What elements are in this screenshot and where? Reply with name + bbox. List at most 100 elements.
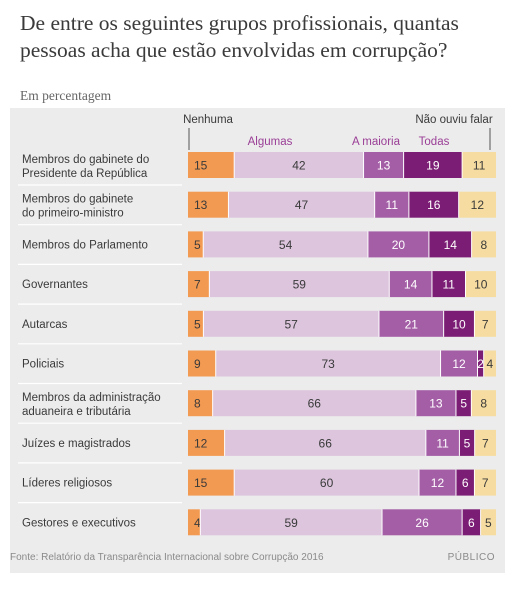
- bar-segment-a-maioria: [440, 350, 478, 377]
- data-label-algumas: 60: [320, 476, 334, 490]
- data-label-todas: 6: [468, 516, 475, 530]
- data-label-algumas: 57: [285, 317, 299, 331]
- data-label-nenhuma: 13: [194, 198, 208, 212]
- data-label-algumas: 54: [279, 238, 293, 252]
- bar-segment-algumas: [234, 469, 419, 496]
- data-label-nenhuma: 9: [194, 357, 201, 371]
- bar-segment-nenhuma: [188, 429, 225, 456]
- bar-segment-nao-ouviu-falar: [480, 509, 496, 536]
- data-label-nao-ouviu-falar: 5: [485, 516, 492, 530]
- data-label-nenhuma: 8: [194, 397, 201, 411]
- bar-segment-nenhuma: [188, 469, 235, 496]
- data-label-a-maioria: 26: [415, 516, 429, 530]
- data-label-nenhuma: 5: [194, 317, 201, 331]
- bar-segment-a-maioria: [382, 509, 463, 536]
- data-label-todas: 19: [426, 159, 440, 173]
- bar-segment-a-maioria: [367, 231, 429, 258]
- category-label: do primeiro-ministro: [22, 208, 124, 220]
- bar-segment-todas: [455, 469, 475, 496]
- data-label-nao-ouviu-falar: 11: [473, 159, 486, 173]
- category-label: Governantes: [22, 279, 88, 291]
- bar-segment-nao-ouviu-falar: [471, 390, 496, 417]
- data-label-todas: 5: [464, 436, 471, 450]
- category-label: aduaneira e tributária: [22, 406, 131, 418]
- bar-segment-nenhuma: [188, 152, 235, 178]
- bar-segment-a-maioria: [378, 310, 444, 337]
- data-label-nao-ouviu-falar: 4: [486, 357, 493, 371]
- data-label-todas: 2: [477, 357, 484, 371]
- data-label-todas: 16: [427, 198, 441, 212]
- bar-segment-todas: [428, 231, 472, 258]
- data-label-algumas: 59: [293, 278, 307, 292]
- bar-segment-nao-ouviu-falar: [474, 429, 496, 456]
- bar-segment-nenhuma: [188, 350, 216, 377]
- bar-segment-todas: [459, 429, 475, 456]
- bar-segment-todas: [431, 271, 466, 298]
- category-label: Juízes e magistrados: [22, 438, 131, 450]
- footer: Fonte: Relatório da Transparência Intern…: [10, 552, 495, 563]
- chart-title: De entre os seguintes grupos profissiona…: [20, 11, 459, 62]
- data-label-nenhuma: 15: [194, 476, 208, 490]
- data-label-nenhuma: 15: [194, 159, 208, 173]
- category-label: Membros da administração: [22, 392, 161, 404]
- brand-logo-text: PÚBLICO: [447, 552, 495, 563]
- category-label: Autarcas: [22, 319, 68, 331]
- bar-segment-nenhuma: [188, 390, 213, 417]
- bar-segment-a-maioria: [363, 152, 404, 178]
- bar-segment-todas: [455, 390, 472, 417]
- data-label-nenhuma: 7: [194, 278, 201, 292]
- bar-segment-algumas: [203, 231, 368, 258]
- bar-segment-nao-ouviu-falar: [458, 191, 496, 218]
- bar-segment-algumas: [234, 152, 364, 178]
- data-label-algumas: 47: [295, 198, 309, 212]
- bar-segment-a-maioria: [374, 191, 409, 218]
- bar-segment-a-maioria: [415, 390, 456, 417]
- data-label-algumas: 42: [292, 159, 306, 173]
- data-label-a-maioria: 11: [436, 436, 449, 450]
- category-label: Membros do gabinete: [22, 194, 133, 206]
- bar-segment-todas: [403, 152, 463, 178]
- legend-algumas: Algumas: [248, 136, 293, 148]
- data-label-a-maioria: 12: [452, 357, 466, 371]
- bar-segment-algumas: [212, 390, 416, 417]
- data-label-nao-ouviu-falar: 7: [482, 436, 489, 450]
- category-label: Gestores e executivos: [22, 517, 136, 529]
- bar-segment-nenhuma: [188, 310, 204, 337]
- bar-segment-nao-ouviu-falar: [462, 152, 496, 178]
- data-label-nao-ouviu-falar: 8: [480, 397, 487, 411]
- data-label-algumas: 66: [319, 436, 333, 450]
- bar-segment-nao-ouviu-falar: [465, 271, 496, 298]
- category-label: Policiais: [22, 359, 64, 371]
- bar-segment-a-maioria: [425, 429, 460, 456]
- bar-segment-todas: [408, 191, 459, 218]
- data-label-a-maioria: 11: [386, 198, 399, 212]
- bar-segment-algumas: [209, 271, 390, 298]
- data-label-nao-ouviu-falar: 10: [474, 278, 488, 292]
- bar-segment-nao-ouviu-falar: [471, 231, 496, 258]
- data-label-a-maioria: 13: [429, 397, 443, 411]
- bar-segment-algumas: [203, 310, 379, 337]
- legend-nao-ouviu-falar: Não ouviu falar: [415, 114, 493, 126]
- data-label-todas: 5: [460, 397, 467, 411]
- bar-segment-todas: [477, 350, 484, 377]
- bar-segment-algumas: [228, 191, 375, 218]
- category-label: Membros do Parlamento: [22, 239, 148, 251]
- data-label-algumas: 73: [321, 357, 335, 371]
- data-label-nao-ouviu-falar: 12: [471, 198, 485, 212]
- legend-todas: Todas: [419, 136, 450, 148]
- bar-segment-nenhuma: [188, 271, 210, 298]
- bar-segment-a-maioria: [389, 271, 432, 298]
- bar-segment-nenhuma: [188, 191, 229, 218]
- legend-nenhuma: Nenhuma: [183, 114, 233, 126]
- bar-segment-nao-ouviu-falar: [474, 469, 496, 496]
- bar-segment-nao-ouviu-falar: [483, 350, 496, 377]
- data-label-algumas: 59: [285, 516, 299, 530]
- source-note: Fonte: Relatório da Transparência Intern…: [10, 552, 324, 563]
- data-label-todas: 11: [442, 278, 455, 292]
- category-label: Líderes religiosos: [22, 478, 112, 490]
- data-label-a-maioria: 21: [405, 317, 419, 331]
- bar-segment-nenhuma: [188, 231, 204, 258]
- data-label-a-maioria: 14: [404, 278, 418, 292]
- bar-segment-nao-ouviu-falar: [474, 310, 496, 337]
